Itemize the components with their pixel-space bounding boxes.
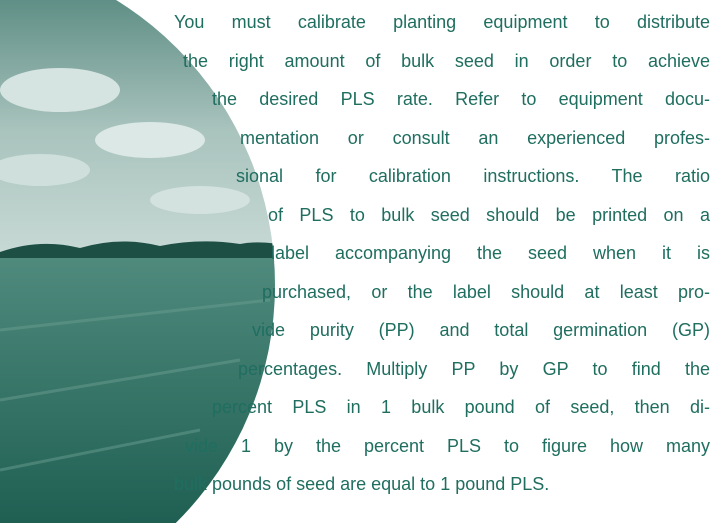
text-line: vide 1 by the percent PLS to figure how … bbox=[185, 434, 710, 458]
text-line: percentages. Multiply PP by GP to find t… bbox=[238, 357, 710, 381]
text-line: the right amount of bulk seed in order t… bbox=[183, 49, 710, 73]
text-line: vide purity (PP) and total germination (… bbox=[252, 318, 710, 342]
text-line: purchased, or the label should at least … bbox=[262, 280, 710, 304]
text-line: sional for calibration instructions. The… bbox=[236, 164, 710, 188]
text-line: of PLS to bulk seed should be printed on… bbox=[268, 203, 710, 227]
text-line: label accompanying the seed when it is bbox=[271, 241, 710, 265]
text-line: the desired PLS rate. Refer to equipment… bbox=[212, 87, 710, 111]
text-line: You must calibrate planting equipment to… bbox=[174, 10, 710, 34]
text-line: percent PLS in 1 bulk pound of seed, the… bbox=[212, 395, 710, 419]
text-line: mentation or consult an experienced prof… bbox=[240, 126, 710, 150]
page: You must calibrate planting equipment to… bbox=[0, 0, 727, 523]
text-line: bulk pounds of seed are equal to 1 pound… bbox=[174, 472, 549, 496]
